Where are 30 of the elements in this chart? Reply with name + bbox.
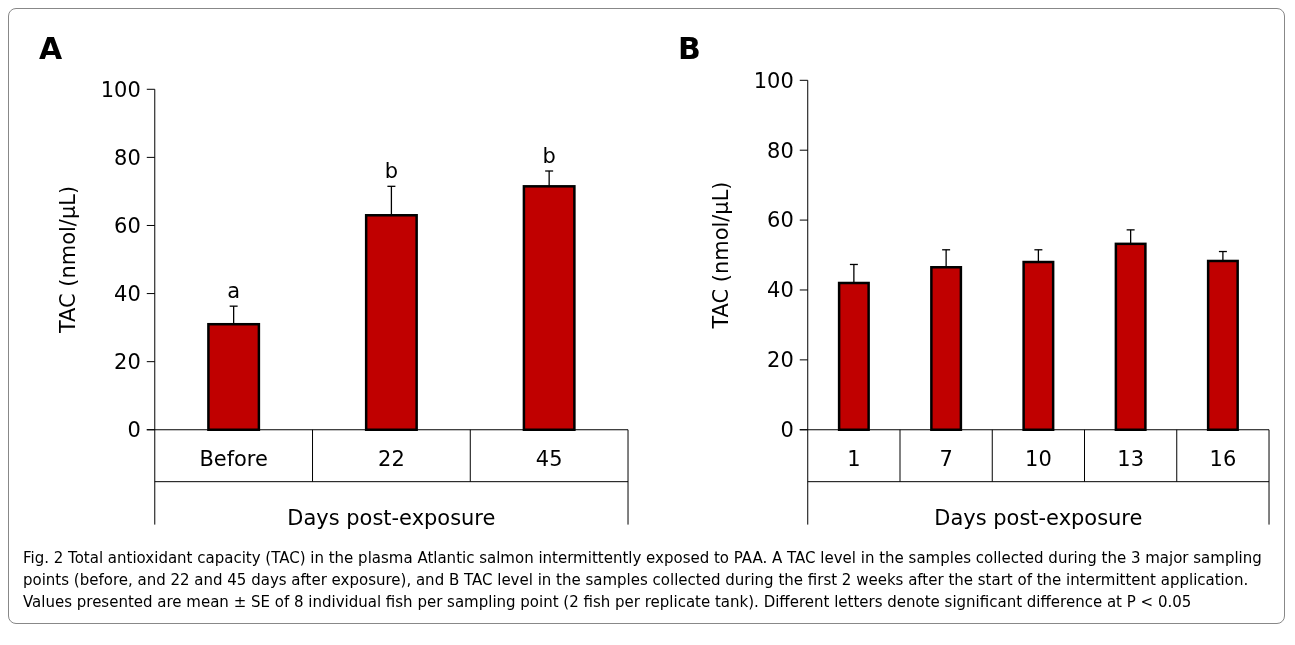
x-axis-title: Days post-exposure [934, 505, 1143, 530]
annotation: a [227, 279, 241, 304]
y-tick-label: 20 [114, 350, 141, 374]
x-tick-label: 13 [1117, 446, 1144, 471]
x-tick-label: 45 [535, 446, 563, 471]
chart-title: B [677, 31, 701, 67]
x-tick-label: 1 [847, 446, 861, 471]
chart-title: A [38, 31, 63, 67]
y-tick-label: 0 [127, 418, 141, 443]
annotation: b [384, 159, 399, 184]
annotation: b [542, 144, 556, 169]
y-tick-label: 20 [767, 348, 794, 373]
y-tick-label: 100 [100, 77, 141, 102]
y-tick-label: 100 [753, 68, 794, 93]
x-tick-label: 7 [939, 446, 953, 471]
y-tick-label: 80 [767, 138, 794, 163]
x-axis-title: Days post-exposure [287, 505, 496, 530]
y-axis-title: TAC (nmol/μL) [55, 185, 80, 335]
x-tick-label: 22 [378, 446, 405, 471]
caption: Fig. 2 Total antioxidant capacity (TAC) in the plasma Atlantic salmon intermittently exposed to PAA. A TAC level in the samples collected during the 3 major sampling points (before, and 22 and 45 days after exposure), and B TAC level in the samples collected during the first 2 weeks after the start of the intermittent application. Values presented are mean ± SE of 8 individual fish per sampling point (2 fish per replicate tank). Different letters denote significant difference at P < 0.05 [22, 548, 1263, 613]
y-tick-label: 0 [780, 418, 794, 443]
y-tick-label: 60 [767, 208, 794, 233]
y-tick-label: 60 [114, 213, 141, 238]
x-tick-label: 16 [1209, 446, 1237, 471]
y-tick-label: 40 [767, 278, 794, 303]
y-tick-label: 80 [114, 145, 141, 170]
x-tick-label: 10 [1025, 446, 1052, 471]
y-axis-title: TAC (nmol/μL) [708, 181, 733, 330]
x-tick-label: Before [199, 446, 268, 471]
y-tick-label: 40 [114, 281, 141, 306]
